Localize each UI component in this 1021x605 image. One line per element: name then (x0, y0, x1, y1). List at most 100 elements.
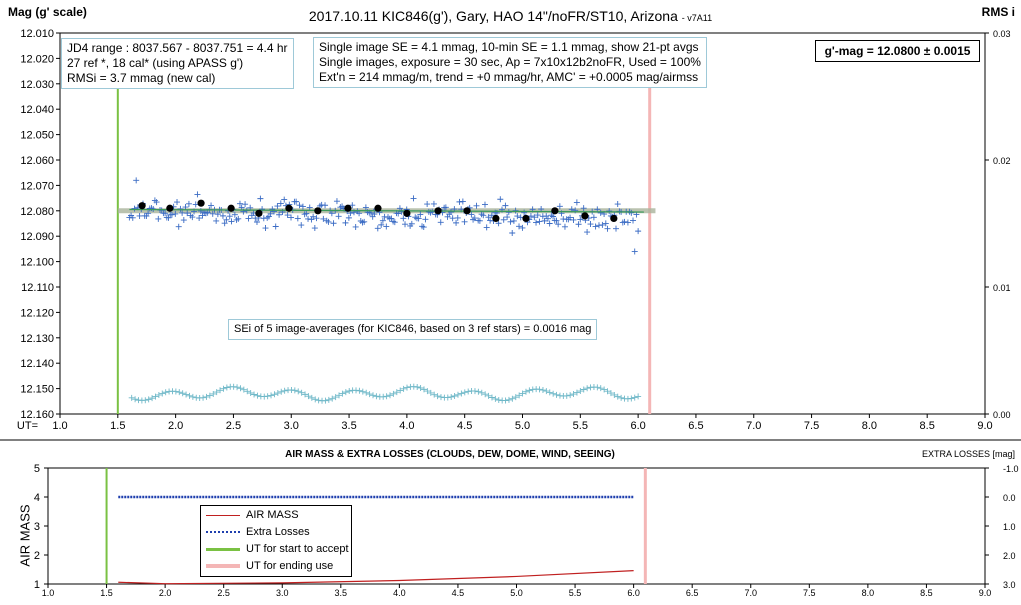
data-point (480, 212, 487, 219)
info-box-jd: JD4 range : 8037.567 - 8037.751 = 4.4 hr… (61, 38, 294, 89)
data-point (342, 219, 349, 226)
x-tick-label: 1.0 (52, 420, 67, 432)
legend-item-losses: Extra Losses (206, 524, 310, 540)
average-point (344, 204, 352, 212)
data-point (371, 211, 378, 218)
data-point (257, 195, 264, 202)
rms-point (417, 384, 424, 391)
data-point (271, 208, 278, 215)
rms-point (281, 387, 288, 394)
data-point (495, 220, 502, 227)
data-point (533, 219, 540, 226)
rms-point (424, 388, 431, 395)
data-point (199, 212, 206, 219)
y2-tick-label: 0.00 (993, 410, 1011, 420)
data-point (527, 213, 534, 220)
data-point (592, 223, 599, 230)
y2-tick-label: 0.03 (993, 29, 1011, 39)
x-tick-label: 2.5 (226, 420, 241, 432)
data-point (294, 215, 301, 222)
rms-point (451, 393, 458, 400)
data-point (602, 220, 609, 227)
data-point (274, 203, 281, 210)
bottom-y2-tick-label: 2.0 (1003, 551, 1016, 561)
data-point (172, 210, 179, 217)
bottom-x-tick-label: 8.0 (862, 588, 875, 598)
rms-point (234, 384, 241, 391)
rms-point (563, 392, 570, 399)
rms-point (336, 392, 343, 399)
bottom-left-axis-label: AIR MASS (17, 504, 33, 567)
rms-point (553, 391, 560, 398)
rms-point (128, 394, 135, 401)
data-point (325, 218, 332, 225)
data-point (174, 199, 181, 206)
data-point (276, 211, 283, 218)
data-point (209, 210, 216, 217)
y-tick-label: 12.070 (20, 180, 54, 192)
data-point (395, 210, 402, 217)
sei-note: SEi of 5 image-averages (for KIC846, bas… (228, 319, 598, 340)
data-point (597, 209, 604, 216)
rms-point (176, 389, 183, 396)
average-point (551, 207, 559, 215)
data-point (402, 221, 409, 228)
data-point (575, 221, 582, 228)
data-point (483, 224, 490, 231)
rms-point (448, 393, 455, 400)
data-point (165, 214, 172, 221)
rms-point (179, 390, 186, 397)
x-axis-label: UT= (17, 420, 38, 432)
rms-point (492, 395, 499, 402)
rms-point (268, 392, 275, 399)
data-point (272, 223, 279, 230)
rms-point (509, 395, 516, 402)
data-point (509, 230, 516, 237)
data-point (555, 221, 562, 228)
bottom-x-tick-label: 3.5 (335, 588, 348, 598)
data-point (305, 215, 312, 222)
data-point (415, 215, 422, 222)
data-point (194, 191, 201, 198)
bottom-x-tick-label: 3.0 (276, 588, 289, 598)
rms-point (213, 389, 220, 396)
rms-point (546, 389, 553, 396)
rms-point (488, 394, 495, 401)
average-point (138, 202, 146, 210)
bottom-x-tick-label: 5.5 (569, 588, 582, 598)
data-point (631, 248, 638, 255)
rms-point (342, 389, 349, 396)
data-point (459, 198, 466, 205)
rms-point (155, 391, 162, 398)
data-point (313, 215, 320, 222)
bottom-x-tick-label: 6.5 (686, 588, 699, 598)
data-point (561, 223, 568, 230)
y-tick-label: 12.050 (20, 130, 54, 142)
data-point (613, 225, 620, 232)
x-tick-label: 3.0 (284, 420, 299, 432)
data-point (262, 225, 269, 232)
data-point (604, 225, 611, 232)
x-tick-label: 4.5 (457, 420, 472, 432)
data-point (335, 213, 342, 220)
rms-point (363, 389, 370, 396)
data-point (223, 216, 230, 223)
rms-point (482, 391, 489, 398)
rms-point (132, 396, 139, 403)
data-point (614, 201, 621, 208)
data-point (485, 214, 492, 221)
rms-point (485, 392, 492, 399)
x-tick-label: 7.0 (746, 420, 761, 432)
data-point (349, 202, 356, 209)
info-line: RMSi = 3.7 mmag (new cal) (67, 71, 216, 85)
rms-point (400, 385, 407, 392)
data-point (253, 219, 260, 226)
data-point (630, 217, 637, 224)
data-point (400, 215, 407, 222)
data-point (519, 224, 526, 231)
data-point (155, 215, 162, 222)
rms-point (308, 394, 315, 401)
rms-point (217, 387, 224, 394)
rms-point (604, 388, 611, 395)
bottom-chart-title: AIR MASS & EXTRA LOSSES (CLOUDS, DEW, DO… (285, 449, 615, 460)
